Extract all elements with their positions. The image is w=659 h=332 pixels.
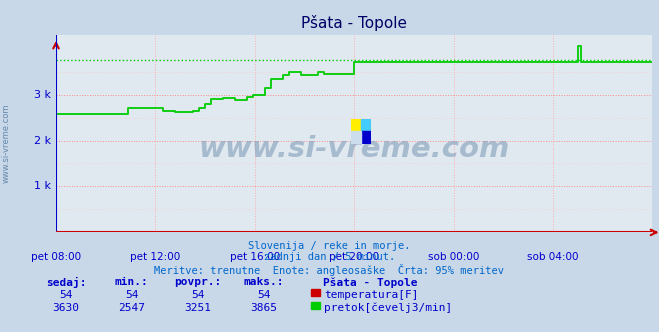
Text: sob 00:00: sob 00:00 xyxy=(428,252,479,262)
Text: 3630: 3630 xyxy=(53,303,79,313)
Text: 54: 54 xyxy=(257,290,270,299)
Text: sedaj:: sedaj: xyxy=(45,277,86,288)
Text: Meritve: trenutne  Enote: angleosaške  Črta: 95% meritev: Meritve: trenutne Enote: angleosaške Črt… xyxy=(154,264,505,276)
Text: pretok[čevelj3/min]: pretok[čevelj3/min] xyxy=(324,303,453,313)
Text: pet 20:00: pet 20:00 xyxy=(329,252,380,262)
Bar xyxy=(361,131,370,144)
Text: min.:: min.: xyxy=(115,277,149,287)
Title: Pšata - Topole: Pšata - Topole xyxy=(301,15,407,31)
Text: zadnji dan / 5 minut.: zadnji dan / 5 minut. xyxy=(264,252,395,262)
Text: 3865: 3865 xyxy=(250,303,277,313)
Text: pet 16:00: pet 16:00 xyxy=(230,252,280,262)
Text: temperatura[F]: temperatura[F] xyxy=(324,290,418,299)
Text: www.si-vreme.com: www.si-vreme.com xyxy=(2,103,11,183)
Text: Pšata - Topole: Pšata - Topole xyxy=(323,277,417,288)
Text: 3 k: 3 k xyxy=(34,90,51,100)
Text: pet 12:00: pet 12:00 xyxy=(130,252,181,262)
Text: www.si-vreme.com: www.si-vreme.com xyxy=(198,135,510,163)
Text: 54: 54 xyxy=(59,290,72,299)
Text: 3251: 3251 xyxy=(185,303,211,313)
Bar xyxy=(351,131,361,144)
Text: pet 08:00: pet 08:00 xyxy=(31,252,81,262)
Text: 54: 54 xyxy=(191,290,204,299)
Text: 2 k: 2 k xyxy=(34,135,51,145)
Text: maks.:: maks.: xyxy=(243,277,284,287)
Text: 54: 54 xyxy=(125,290,138,299)
Text: 1 k: 1 k xyxy=(34,182,51,192)
Text: 2547: 2547 xyxy=(119,303,145,313)
Bar xyxy=(361,119,370,131)
Text: povpr.:: povpr.: xyxy=(174,277,221,287)
Bar xyxy=(351,119,361,131)
Text: sob 04:00: sob 04:00 xyxy=(527,252,579,262)
Text: Slovenija / reke in morje.: Slovenija / reke in morje. xyxy=(248,241,411,251)
